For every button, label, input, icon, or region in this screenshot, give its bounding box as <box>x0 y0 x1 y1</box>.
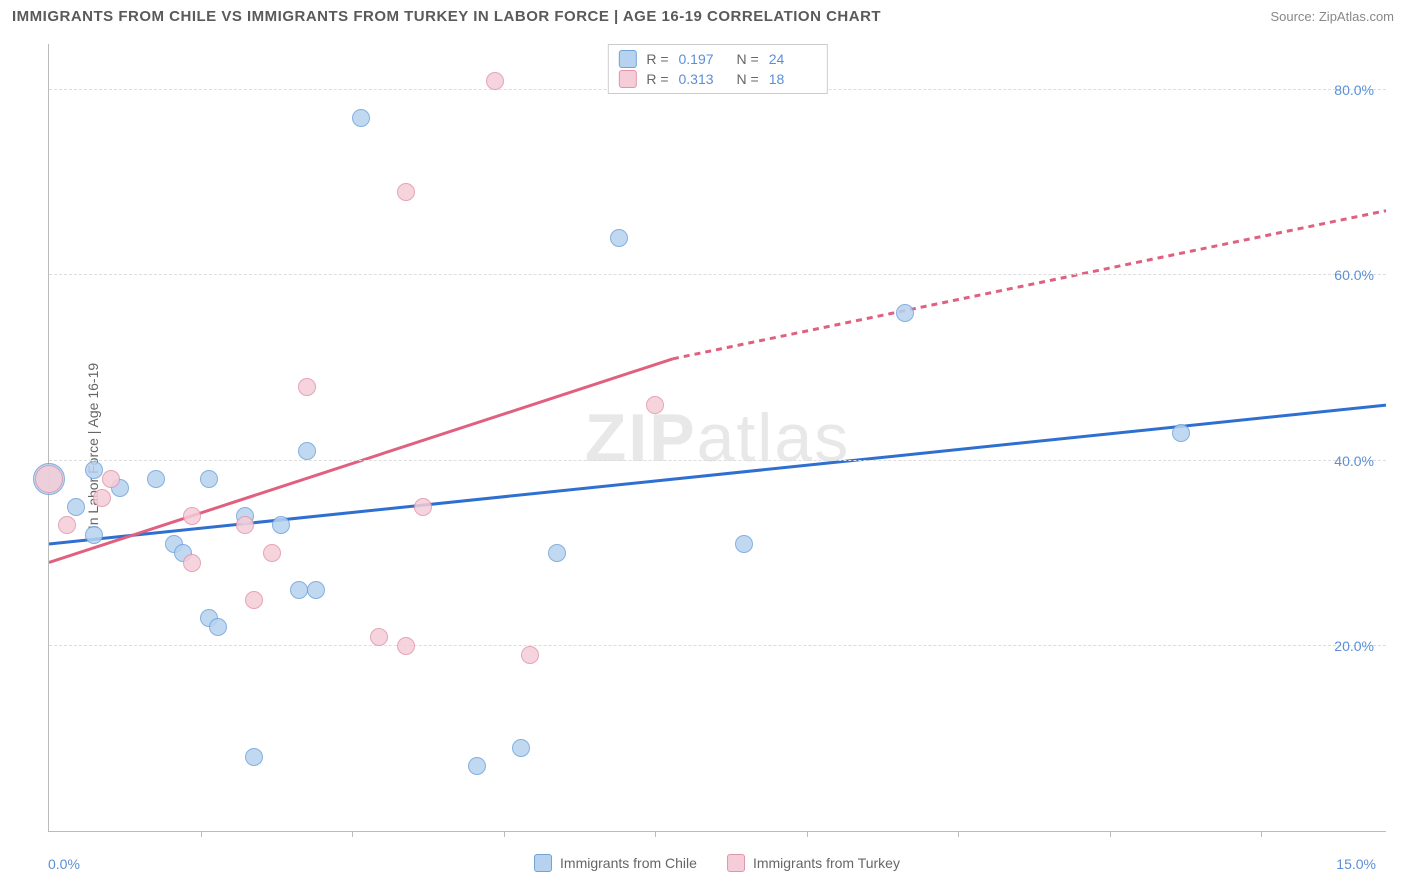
watermark: ZIPatlas <box>585 399 850 477</box>
x-axis-max-label: 15.0% <box>1336 856 1376 872</box>
data-point <box>298 378 316 396</box>
data-point <box>58 516 76 534</box>
scatter-chart: ZIPatlas R = 0.197 N = 24 R = 0.313 N = … <box>48 44 1386 832</box>
y-tick-label: 60.0% <box>1334 267 1374 283</box>
r-value: 0.313 <box>679 71 727 87</box>
data-point <box>610 229 628 247</box>
data-point <box>102 470 120 488</box>
series-legend: Immigrants from Chile Immigrants from Tur… <box>534 854 900 872</box>
data-point <box>200 470 218 488</box>
x-tick <box>504 831 505 837</box>
y-tick-label: 40.0% <box>1334 453 1374 469</box>
data-point <box>298 442 316 460</box>
x-tick <box>807 831 808 837</box>
r-value: 0.197 <box>679 51 727 67</box>
n-label: N = <box>737 71 759 87</box>
y-tick-label: 20.0% <box>1334 638 1374 654</box>
x-tick <box>655 831 656 837</box>
data-point <box>245 591 263 609</box>
data-point <box>486 72 504 90</box>
legend-swatch <box>618 70 636 88</box>
data-point <box>735 535 753 553</box>
r-label: R = <box>646 71 668 87</box>
chart-title: IMMIGRANTS FROM CHILE VS IMMIGRANTS FROM… <box>12 8 881 25</box>
data-point <box>236 516 254 534</box>
correlation-row: R = 0.197 N = 24 <box>618 49 816 69</box>
data-point <box>35 465 63 493</box>
data-point <box>272 516 290 534</box>
x-tick <box>201 831 202 837</box>
y-tick-label: 80.0% <box>1334 82 1374 98</box>
data-point <box>183 507 201 525</box>
correlation-row: R = 0.313 N = 18 <box>618 69 816 89</box>
legend-label: Immigrants from Turkey <box>753 855 900 871</box>
data-point <box>646 396 664 414</box>
correlation-legend: R = 0.197 N = 24 R = 0.313 N = 18 <box>607 44 827 94</box>
legend-item: Immigrants from Chile <box>534 854 697 872</box>
legend-swatch <box>727 854 745 872</box>
n-label: N = <box>737 51 759 67</box>
gridline <box>49 274 1386 275</box>
data-point <box>263 544 281 562</box>
data-point <box>85 526 103 544</box>
data-point <box>397 637 415 655</box>
n-value: 18 <box>769 71 817 87</box>
data-point <box>85 461 103 479</box>
x-tick <box>1261 831 1262 837</box>
data-point <box>290 581 308 599</box>
data-point <box>307 581 325 599</box>
legend-item: Immigrants from Turkey <box>727 854 900 872</box>
data-point <box>468 757 486 775</box>
data-point <box>93 489 111 507</box>
gridline <box>49 460 1386 461</box>
data-point <box>548 544 566 562</box>
legend-swatch <box>618 50 636 68</box>
data-point <box>1172 424 1190 442</box>
data-point <box>414 498 432 516</box>
gridline <box>49 645 1386 646</box>
data-point <box>521 646 539 664</box>
data-point <box>397 183 415 201</box>
source-label: Source: ZipAtlas.com <box>1270 9 1394 24</box>
n-value: 24 <box>769 51 817 67</box>
legend-swatch <box>534 854 552 872</box>
data-point <box>352 109 370 127</box>
x-tick <box>352 831 353 837</box>
x-tick <box>1110 831 1111 837</box>
legend-label: Immigrants from Chile <box>560 855 697 871</box>
data-point <box>896 304 914 322</box>
data-point <box>183 554 201 572</box>
data-point <box>209 618 227 636</box>
chart-header: IMMIGRANTS FROM CHILE VS IMMIGRANTS FROM… <box>0 0 1406 33</box>
data-point <box>512 739 530 757</box>
x-axis-min-label: 0.0% <box>48 856 80 872</box>
x-tick <box>958 831 959 837</box>
data-point <box>147 470 165 488</box>
data-point <box>370 628 388 646</box>
data-point <box>67 498 85 516</box>
data-point <box>245 748 263 766</box>
x-axis: 0.0% 15.0% Immigrants from ChileImmigran… <box>48 842 1386 872</box>
r-label: R = <box>646 51 668 67</box>
